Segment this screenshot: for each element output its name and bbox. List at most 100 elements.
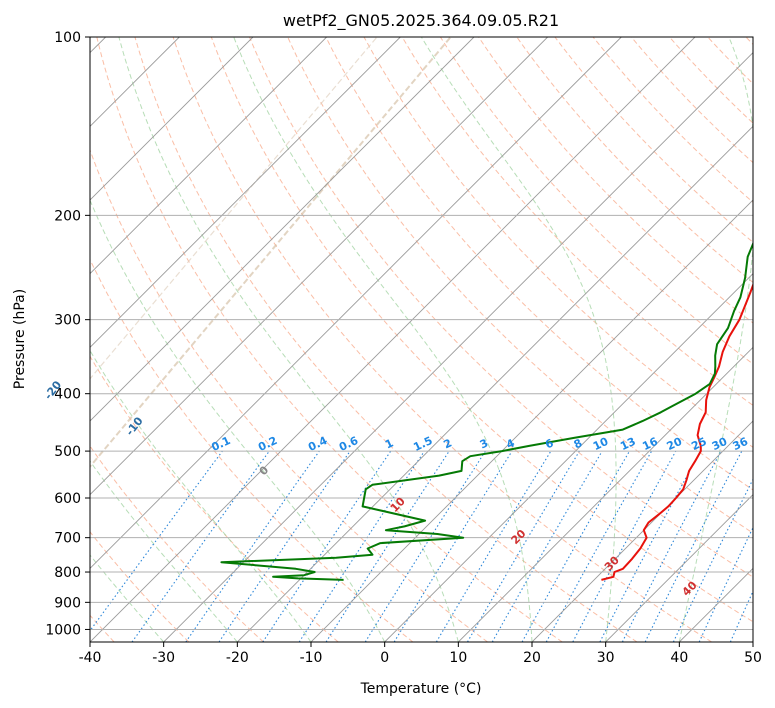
isotherm-line bbox=[90, 37, 254, 201]
y-tick-label: 600 bbox=[54, 491, 81, 507]
x-tick-label: -30 bbox=[152, 650, 175, 666]
grid-lines bbox=[90, 37, 753, 642]
axis-ticks: -40 -30 -20 -10 0 10 20 30 40 5010009008007006005… bbox=[45, 30, 762, 666]
isotherm-line bbox=[90, 37, 475, 422]
moist-adiabat bbox=[90, 460, 238, 642]
moist-adiabat-label: 0 bbox=[257, 463, 272, 478]
y-tick-label: 200 bbox=[54, 208, 81, 224]
y-tick-label: 800 bbox=[54, 565, 81, 581]
x-tick-label: -40 bbox=[79, 650, 102, 666]
mixing-ratio-line bbox=[572, 450, 677, 642]
plot-frame bbox=[89, 36, 754, 643]
dry-adiabat bbox=[90, 258, 414, 642]
reference-curve bbox=[90, 37, 452, 469]
dry-adiabat bbox=[90, 445, 264, 642]
dry-adiabat bbox=[745, 37, 753, 46]
mixing-ratio-line bbox=[545, 450, 653, 642]
moist-adiabat-label: 40 bbox=[680, 579, 700, 599]
moist-adiabat bbox=[678, 37, 753, 642]
mixing-ratio-line bbox=[621, 450, 722, 642]
x-axis-label: Temperature (°C) bbox=[360, 681, 482, 697]
x-tick-label: 40 bbox=[670, 650, 688, 666]
dry-adiabat bbox=[516, 37, 753, 284]
y-tick-label: 400 bbox=[54, 387, 81, 403]
mixing-ratio-line bbox=[698, 526, 753, 642]
dry-adiabat bbox=[363, 37, 753, 448]
dry-adiabat bbox=[669, 37, 753, 124]
moist-adiabat bbox=[118, 37, 459, 642]
mixing-ratio-line bbox=[393, 450, 513, 642]
isotherm-line bbox=[458, 346, 753, 642]
mixing-ratio-line bbox=[185, 450, 320, 642]
y-tick-label: 500 bbox=[54, 444, 81, 460]
y-tick-label: 100 bbox=[54, 30, 81, 46]
moist-adiabat-label: 20 bbox=[509, 527, 529, 547]
isotherm-line bbox=[90, 37, 401, 348]
y-tick-label: 300 bbox=[54, 313, 81, 329]
mixing-ratio-label: 30 bbox=[710, 435, 730, 453]
line-labels: -100-90-80-70-60-50-40-30-20-100.10.20.4… bbox=[42, 378, 751, 599]
mixing-ratio-line bbox=[325, 450, 450, 642]
reference-curve bbox=[90, 37, 378, 380]
isotherm-line bbox=[605, 494, 753, 642]
mixing-ratio-line bbox=[90, 450, 223, 632]
y-tick-label: 700 bbox=[54, 531, 81, 547]
mixing-ratio-label: 25 bbox=[689, 435, 708, 453]
mixing-ratio-line bbox=[521, 450, 630, 642]
y-tick-label: 1000 bbox=[45, 622, 81, 638]
dry-adiabat bbox=[210, 37, 753, 623]
isotherm-line bbox=[90, 37, 548, 496]
isotherm-line bbox=[237, 125, 753, 642]
x-tick-label: 0 bbox=[380, 650, 389, 666]
dry-adiabat bbox=[287, 37, 753, 534]
isotherm-line bbox=[752, 641, 753, 642]
dry-adiabat bbox=[134, 37, 638, 642]
mixing-ratio-line bbox=[672, 478, 753, 642]
moist-adiabat bbox=[752, 640, 753, 642]
mixing-ratio-line bbox=[491, 450, 603, 642]
x-tick-label: -20 bbox=[226, 650, 249, 666]
y-axis-label: Pressure (hPa) bbox=[12, 289, 28, 389]
mixing-ratio-line bbox=[131, 450, 270, 642]
moist-adiabat bbox=[90, 198, 386, 642]
dry-adiabat bbox=[90, 531, 190, 642]
dewpoint-trace bbox=[220, 241, 753, 581]
dry-adiabat bbox=[90, 148, 488, 642]
mixing-ratio-label: 20 bbox=[665, 435, 685, 453]
mixing-ratio-line bbox=[599, 450, 701, 642]
dry-adiabat bbox=[478, 37, 753, 324]
isotherm-line bbox=[531, 420, 753, 642]
mixing-ratio-label: 1 bbox=[383, 436, 395, 451]
isotherm-line bbox=[90, 37, 696, 642]
mixing-ratio-label: 13 bbox=[618, 435, 637, 453]
dry-adiabat bbox=[325, 37, 753, 491]
sounding-traces bbox=[220, 241, 753, 581]
moist-adiabat bbox=[90, 349, 312, 642]
mixing-ratio-line bbox=[467, 450, 580, 642]
mixing-ratio-label: 10 bbox=[591, 435, 611, 453]
isotherm-line bbox=[384, 273, 753, 642]
dry-adiabat bbox=[90, 355, 339, 642]
mixing-ratio-label: 16 bbox=[640, 435, 660, 453]
dry-adiabat bbox=[592, 37, 753, 203]
isotherm-line bbox=[310, 199, 753, 642]
x-tick-label: 10 bbox=[449, 650, 467, 666]
chart-title: wetPf2_GN05.2025.364.09.05.R21 bbox=[283, 11, 559, 31]
dry-adiabat bbox=[439, 37, 753, 365]
mixing-ratio-line bbox=[218, 450, 351, 642]
x-tick-label: -10 bbox=[300, 650, 323, 666]
mixing-ratio-label: 36 bbox=[731, 435, 751, 453]
x-tick-label: 20 bbox=[523, 650, 541, 666]
dry-adiabat bbox=[401, 37, 753, 406]
mixing-ratio-label: 6 bbox=[543, 436, 556, 451]
moist-adiabat bbox=[420, 37, 617, 642]
dry-adiabat-label: -10 bbox=[123, 414, 146, 438]
background-lines bbox=[90, 37, 753, 642]
dry-adiabat bbox=[172, 37, 712, 642]
mixing-ratio-label: 2 bbox=[442, 436, 454, 451]
isotherm-line bbox=[163, 52, 753, 642]
isotherm-line bbox=[90, 37, 327, 275]
y-tick-label: 900 bbox=[54, 595, 81, 611]
temperature-trace bbox=[601, 282, 753, 581]
